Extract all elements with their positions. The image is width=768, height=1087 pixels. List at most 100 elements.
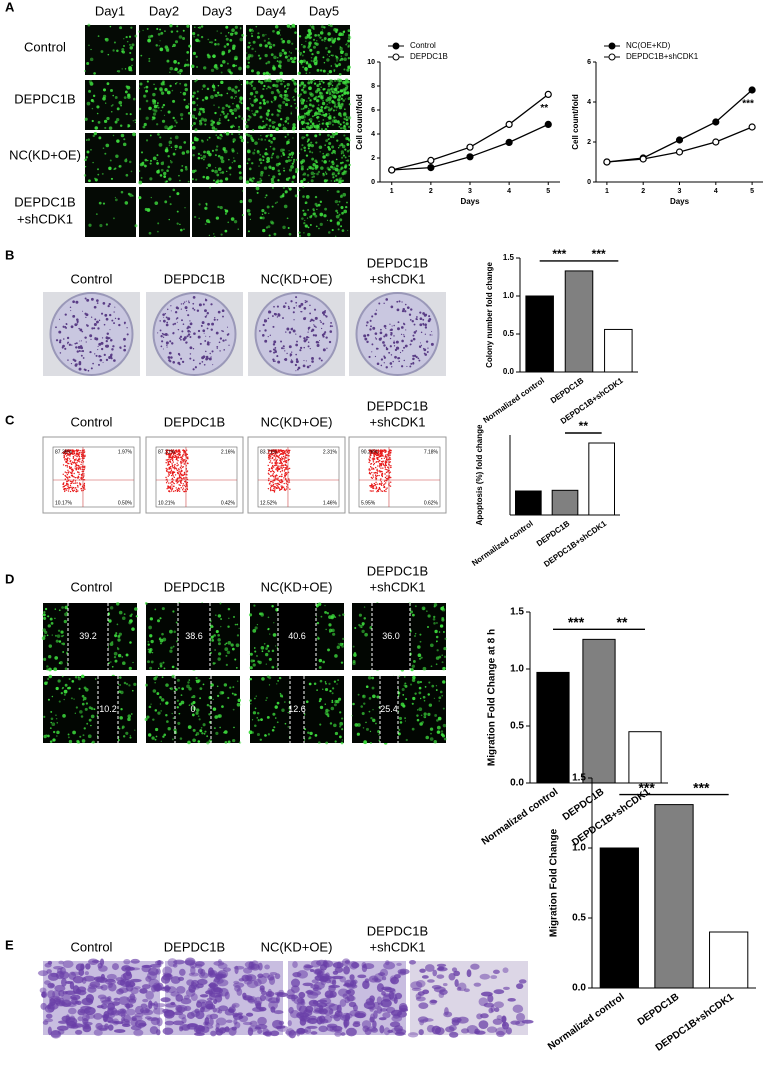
cell	[434, 714, 438, 717]
cell	[342, 192, 347, 197]
colony	[396, 308, 400, 312]
cell	[75, 706, 78, 709]
cell	[280, 148, 284, 153]
quadrant-percent: 1.97%	[118, 449, 133, 455]
event	[81, 466, 83, 468]
wound-width: 12.6	[288, 704, 306, 714]
cell	[231, 28, 235, 33]
cell	[130, 713, 133, 715]
event	[81, 468, 83, 471]
cell	[265, 226, 269, 229]
cell	[261, 650, 264, 653]
event	[68, 488, 70, 490]
cell	[178, 145, 183, 150]
colony	[110, 357, 113, 360]
colony	[394, 355, 397, 359]
cell	[346, 143, 350, 146]
event	[71, 474, 74, 477]
colony	[162, 336, 165, 338]
cell	[311, 25, 315, 29]
colony	[418, 359, 421, 362]
colony	[76, 350, 79, 353]
event	[268, 449, 270, 451]
cell	[62, 642, 66, 646]
cell	[264, 79, 268, 83]
cell	[78, 687, 81, 690]
colony	[193, 308, 196, 311]
cell	[348, 96, 350, 99]
event	[182, 449, 184, 452]
event	[277, 477, 279, 479]
cell	[229, 173, 232, 176]
cell	[268, 139, 271, 142]
cell	[144, 158, 148, 162]
colony	[374, 332, 378, 335]
cell	[108, 619, 112, 623]
cell	[310, 82, 313, 84]
cell	[230, 125, 234, 129]
cell	[202, 175, 206, 179]
cell	[253, 149, 256, 151]
event	[74, 455, 76, 457]
cell	[169, 195, 171, 198]
cell	[264, 196, 267, 199]
cell	[251, 162, 254, 165]
micrograph	[83, 131, 136, 183]
cell	[266, 675, 270, 679]
colony	[206, 314, 208, 316]
panel-letter: B	[5, 247, 14, 262]
cell	[249, 666, 253, 670]
cell	[303, 112, 307, 115]
cell	[326, 713, 328, 716]
cell	[229, 32, 234, 36]
cell	[81, 702, 85, 706]
cell	[196, 66, 199, 68]
event	[375, 477, 377, 479]
cell	[292, 127, 296, 131]
event	[268, 483, 271, 485]
event	[384, 476, 387, 479]
cell	[314, 202, 318, 206]
colony	[113, 322, 115, 325]
event	[170, 485, 172, 487]
event	[71, 453, 74, 455]
event	[273, 487, 275, 490]
cell	[174, 119, 177, 122]
event	[288, 467, 291, 470]
cell	[303, 149, 306, 152]
event	[285, 488, 288, 490]
colony	[199, 342, 202, 345]
event	[184, 454, 186, 457]
micrograph	[248, 602, 345, 670]
colony	[123, 337, 126, 341]
event	[380, 463, 382, 465]
event	[384, 454, 387, 456]
cell	[174, 40, 179, 44]
colony	[299, 346, 303, 350]
cell	[238, 66, 242, 71]
cell	[304, 84, 306, 87]
event	[382, 463, 385, 465]
cell	[227, 221, 230, 224]
event	[387, 477, 389, 479]
cell	[289, 26, 292, 29]
quadrant-percent: 83.71%	[260, 449, 278, 455]
cell	[307, 181, 309, 184]
colony	[406, 365, 408, 368]
cell	[322, 113, 326, 117]
cell	[99, 224, 103, 228]
event	[64, 487, 67, 490]
cell	[263, 84, 266, 88]
cell	[223, 683, 228, 687]
micrograph	[138, 187, 190, 237]
cell	[84, 707, 88, 711]
cell	[140, 54, 143, 57]
cell	[154, 738, 157, 741]
event	[66, 480, 68, 483]
cell	[297, 94, 301, 97]
cell	[232, 124, 235, 127]
cell	[63, 689, 68, 694]
cell	[255, 110, 259, 114]
cell	[48, 674, 53, 679]
cell	[330, 24, 333, 28]
